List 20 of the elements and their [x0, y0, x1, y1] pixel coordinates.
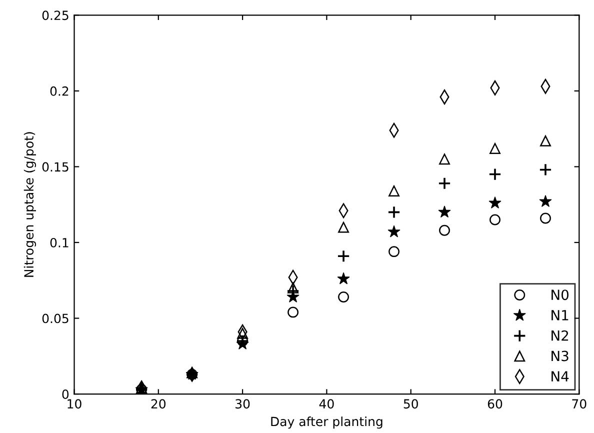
- y-tick-label: 0.25: [42, 10, 68, 20]
- x-tick-label: 10: [68, 399, 82, 409]
- legend-label: N4: [552, 371, 569, 382]
- x-tick-label: 30: [236, 399, 250, 409]
- legend-label: N0: [552, 290, 569, 300]
- x-axis-title: Day after planting: [271, 416, 382, 429]
- y-tick-label: 0.2: [50, 86, 68, 96]
- y-tick-label: 0.05: [42, 314, 68, 324]
- x-tick-label: 20: [151, 399, 166, 409]
- legend-label: N3: [552, 350, 568, 362]
- legend-label: N1: [552, 310, 568, 320]
- y-tick-label: 0.1: [50, 238, 68, 248]
- y-tick-label: 0.15: [42, 162, 68, 172]
- x-tick-label: 60: [488, 399, 502, 409]
- x-tick-label: 40: [319, 399, 334, 409]
- y-axis-title: Nitrogen uptake (g/pot): [24, 132, 36, 277]
- x-tick-label: 50: [404, 399, 418, 409]
- legend-label: N2: [552, 330, 568, 341]
- y-tick-label: 0: [62, 390, 69, 399]
- x-tick-label: 70: [572, 399, 586, 409]
